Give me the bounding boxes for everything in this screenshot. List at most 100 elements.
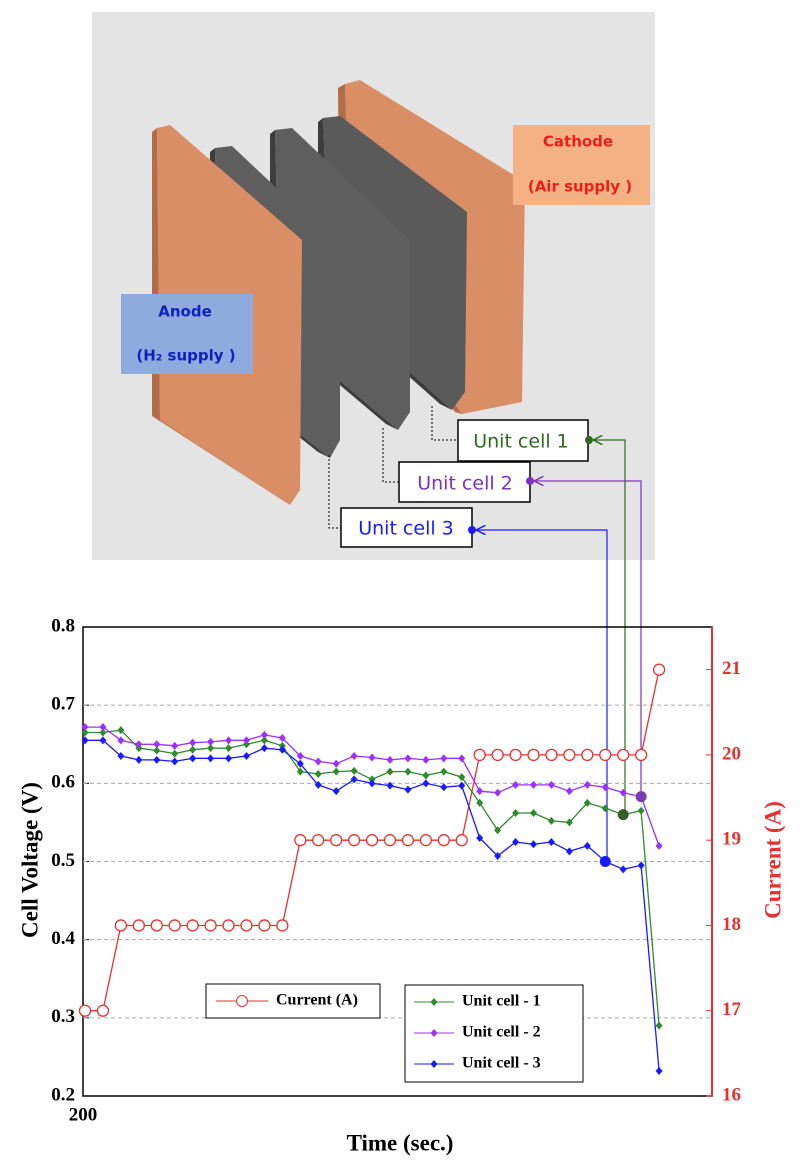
data-point <box>368 779 376 788</box>
y-tick-label: 0.5 <box>51 850 75 871</box>
data-point <box>530 840 537 849</box>
connector <box>535 481 642 797</box>
data-point <box>81 723 89 732</box>
data-point <box>186 919 199 932</box>
data-point <box>509 748 522 762</box>
data-point <box>260 730 268 739</box>
data-point <box>258 919 271 932</box>
cathode-label: Cathode <box>543 133 613 151</box>
plate <box>275 128 410 430</box>
connector-dot <box>585 436 593 444</box>
legend-swatch <box>430 1029 438 1037</box>
data-point <box>332 787 340 796</box>
data-point <box>330 834 343 847</box>
data-point <box>296 751 304 760</box>
data-point <box>512 780 520 789</box>
data-point <box>81 728 89 737</box>
anode-box <box>121 294 253 374</box>
data-point <box>314 757 322 766</box>
cell-box <box>457 419 589 462</box>
legend-swatch <box>236 995 248 1007</box>
data-point <box>655 841 663 850</box>
data-point <box>314 780 322 789</box>
data-point <box>565 847 573 856</box>
data-point <box>386 781 394 790</box>
data-point <box>189 738 197 747</box>
legend-swatch <box>430 1060 438 1068</box>
data-point <box>260 736 268 745</box>
data-point <box>117 751 125 760</box>
legend-label: Current (A) <box>276 992 358 1009</box>
data-point <box>350 751 358 760</box>
y2-tick-label: 19 <box>722 829 741 850</box>
data-point <box>601 783 609 792</box>
legend: Current (A) <box>205 983 381 1019</box>
data-point <box>153 740 161 749</box>
data-point <box>512 837 520 846</box>
data-point <box>332 767 340 776</box>
y-tick-label: 0.7 <box>51 694 75 715</box>
x-axis-label: Time (sec.) <box>347 1130 454 1155</box>
data-point <box>153 746 161 755</box>
data-point <box>494 788 502 797</box>
data-point <box>476 834 484 843</box>
data-point <box>171 757 179 766</box>
data-point <box>437 834 450 847</box>
data-point <box>473 748 486 762</box>
data-point <box>383 834 397 847</box>
data-point <box>545 748 558 762</box>
data-point <box>581 748 594 762</box>
data-point <box>278 745 286 754</box>
data-point <box>96 1004 110 1017</box>
data-point <box>189 754 197 763</box>
y-axis-label: Cell Voltage (V) <box>17 782 42 938</box>
y-tick-label: 0.8 <box>51 615 75 636</box>
data-point <box>225 754 233 763</box>
y-tick-label: 0.4 <box>51 928 75 949</box>
data-point <box>655 1066 663 1075</box>
legend-swatch <box>430 998 438 1006</box>
data-point <box>512 809 520 818</box>
cell-label: Unit cell 2 <box>417 473 513 495</box>
data-point <box>422 755 430 764</box>
data-point <box>455 834 468 847</box>
data-point <box>99 723 107 732</box>
data-point <box>652 663 666 676</box>
data-point <box>404 767 412 776</box>
highlight-point <box>617 809 629 821</box>
highlight-point <box>635 791 647 803</box>
data-point <box>99 728 107 737</box>
y2-tick-label: 20 <box>722 743 741 764</box>
data-point <box>314 769 322 778</box>
data-point <box>530 780 537 789</box>
anode-label: Anode <box>158 303 212 321</box>
data-point <box>296 759 304 768</box>
data-point <box>619 865 627 874</box>
data-point <box>563 748 576 762</box>
y-tick-label: 0.3 <box>51 1006 75 1027</box>
data-point <box>81 736 89 745</box>
connector <box>594 440 626 815</box>
data-point <box>312 834 325 847</box>
fuel-cell-diagram: Cathode (Air supply ) Anode (H₂ supply )… <box>92 12 655 861</box>
data-point <box>655 1021 663 1030</box>
data-point <box>637 806 645 815</box>
data-point <box>547 780 555 789</box>
data-point <box>225 736 233 745</box>
legend-label: Unit cell - 1 <box>462 993 541 1010</box>
data-point <box>350 775 358 784</box>
y2-tick-label: 21 <box>722 658 741 679</box>
data-point <box>222 919 235 932</box>
data-point <box>547 837 555 846</box>
data-point <box>601 804 609 813</box>
data-point <box>583 841 591 850</box>
legend-label: Unit cell - 3 <box>462 1055 541 1072</box>
data-point <box>386 755 394 764</box>
data-point <box>386 767 394 776</box>
y2-tick-label: 16 <box>722 1084 741 1105</box>
data-point <box>135 740 143 749</box>
legend-label: Unit cell - 2 <box>462 1024 541 1041</box>
connector <box>477 530 608 861</box>
